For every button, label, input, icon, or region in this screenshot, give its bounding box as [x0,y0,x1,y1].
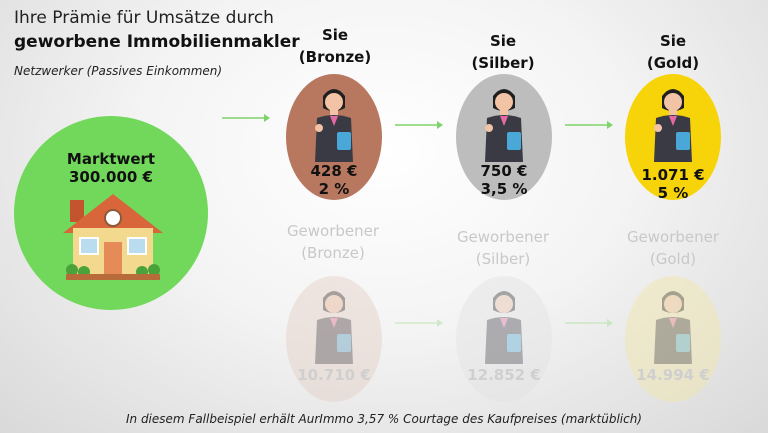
businesswoman-icon [307,82,361,164]
house-icon [58,188,168,284]
recruited-bronze-amount: 10.710 € [297,366,371,384]
title-line-2: geworbene Immobilienmakler [14,32,300,52]
tier-bronze-percent: 2 % [318,180,350,198]
recruited-silver-subtitle: (Silber) [475,250,531,268]
title-line-1: Ihre Prämie für Umsätze durch [14,8,274,28]
recruited-bronze-oval [286,276,382,402]
recruited-gold-amount: 14.994 € [636,366,710,384]
footer-note: In diesem Fallbeispiel erhält AurImmo 3,… [125,412,642,426]
tier-silver-amount: 750 € [480,162,528,180]
businesswoman-icon [477,82,531,164]
tier-silver-subtitle: (Silber) [471,54,535,72]
recruited-silver-amount: 12.852 € [467,366,541,384]
arrow-right-icon [565,318,613,328]
recruited-gold-title: Geworbener [626,228,720,246]
arrow-right-icon [395,120,443,130]
recruited-gold-subtitle: (Gold) [649,250,697,268]
tier-gold-subtitle: (Gold) [646,54,700,72]
tier-gold-title: Sie [659,32,687,50]
recruited-bronze-title: Geworbener [286,222,380,240]
recruited-gold-oval [625,276,721,402]
tier-silver-percent: 3,5 % [480,180,528,198]
market-value-label: Marktwert [66,150,156,168]
recruited-bronze-subtitle: (Bronze) [301,244,365,262]
tier-bronze-amount: 428 € [310,162,358,180]
recruited-silver-title: Geworbener [456,228,550,246]
businesswoman-icon [307,284,361,366]
tier-bronze-title: Sie [321,26,349,44]
subtitle: Netzwerker (Passives Einkommen) [14,64,223,78]
arrow-right-icon [395,318,443,328]
businesswoman-icon [646,82,700,164]
tier-silver-title: Sie [489,32,517,50]
arrow-right-icon [565,120,613,130]
tier-gold-percent: 5 % [657,184,689,202]
businesswoman-icon [646,284,700,366]
tier-bronze-subtitle: (Bronze) [298,48,372,66]
market-value-amount: 300.000 € [69,168,153,186]
businesswoman-icon [477,284,531,366]
recruited-silver-oval [456,276,552,402]
arrow-right-icon [222,113,270,123]
tier-gold-amount: 1.071 € [641,166,705,184]
